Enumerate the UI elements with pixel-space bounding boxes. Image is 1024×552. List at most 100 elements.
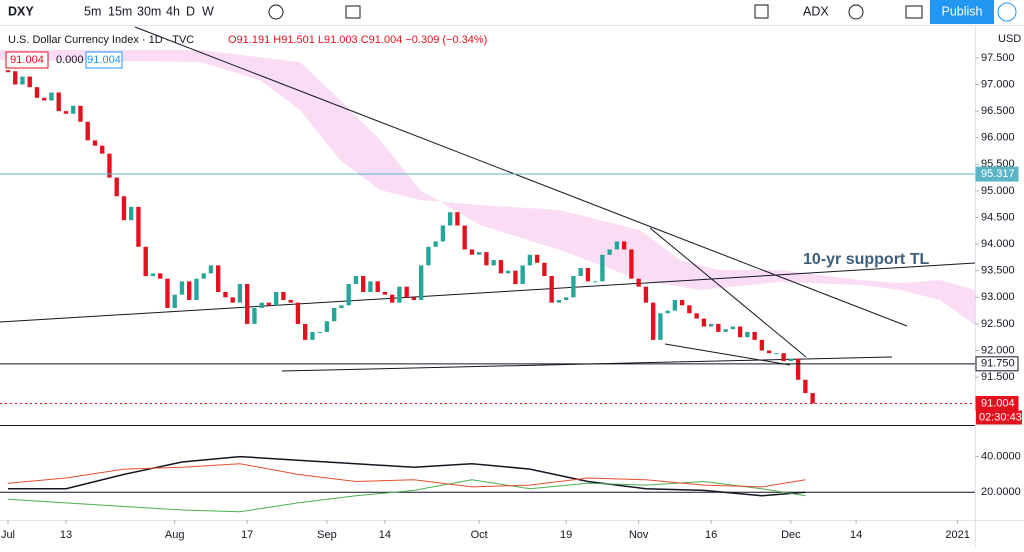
candle: [13, 71, 18, 85]
ichimoku-cloud: [0, 50, 975, 325]
candle: [774, 353, 779, 355]
interval[interactable]: 30m: [137, 4, 161, 18]
candle: [404, 286, 409, 298]
candle: [469, 249, 475, 255]
compare-icon[interactable]: [268, 4, 284, 20]
camera-icon[interactable]: [905, 5, 923, 19]
candle: [346, 284, 351, 306]
candle: [85, 121, 90, 141]
candle: [129, 206, 134, 221]
candle: [353, 276, 359, 285]
candle: [5, 70, 11, 73]
candle: [542, 262, 547, 277]
candle: [723, 329, 728, 332]
candle: [440, 225, 446, 242]
square-icon[interactable]: [754, 4, 769, 19]
candle: [382, 292, 388, 295]
candle: [295, 302, 301, 324]
candle: [49, 92, 54, 101]
candle: [324, 321, 330, 332]
candle: [63, 111, 69, 114]
candle: [201, 273, 206, 279]
currency: USD: [998, 33, 1021, 45]
candle: [107, 153, 112, 178]
y-tick-label: 92.000: [981, 344, 1015, 356]
x-tick-label: 14: [379, 529, 391, 541]
candle: [266, 302, 272, 306]
candle: [143, 246, 148, 277]
candle: [563, 297, 569, 300]
candle: [513, 270, 518, 285]
toolbar-bg: [0, 0, 1024, 25]
x-tick-label: 16: [705, 529, 717, 541]
candle: [252, 307, 257, 324]
price-label: 95.317: [981, 168, 1015, 180]
publish-button[interactable]: [930, 0, 994, 24]
candle: [172, 294, 177, 308]
play-button[interactable]: [997, 2, 1017, 22]
candle: [781, 353, 786, 362]
price-label-box: [975, 356, 1019, 372]
y-tick-label: 92.500: [981, 318, 1015, 330]
candle: [788, 358, 794, 362]
candle: [230, 297, 235, 303]
legend-value: 91.004: [10, 54, 44, 66]
settings-icon[interactable]: [848, 4, 864, 20]
candle: [795, 358, 801, 380]
interval[interactable]: 4h: [166, 4, 180, 18]
candle: [679, 299, 685, 306]
interval[interactable]: 5m: [84, 4, 101, 18]
y-tick-label: 20.0000: [981, 486, 1021, 498]
trend-line[interactable]: [134, 26, 908, 327]
publish-label[interactable]: Publish: [942, 4, 983, 18]
legend-box: [5, 51, 49, 69]
candle: [288, 299, 293, 303]
candle: [165, 278, 170, 308]
candle: [549, 276, 554, 303]
candle: [687, 305, 692, 314]
trend-line[interactable]: [664, 343, 791, 366]
candle: [194, 278, 199, 300]
candle: [136, 206, 141, 247]
candle: [607, 249, 612, 255]
y-tick-label: 40.0000: [981, 451, 1021, 463]
interval[interactable]: 15m: [108, 4, 132, 18]
candle: [237, 284, 243, 303]
candle: [505, 270, 511, 274]
candle: [56, 92, 61, 112]
candle: [708, 323, 714, 327]
candle: [303, 323, 308, 340]
candle: [672, 299, 678, 311]
x-tick-label: Aug: [165, 529, 185, 541]
candle: [223, 292, 228, 298]
candle: [730, 326, 736, 330]
candle: [498, 260, 504, 274]
candle: [737, 326, 743, 338]
x-tick-label: Nov: [629, 529, 649, 541]
y-tick-label: 96.500: [981, 105, 1015, 117]
candle: [534, 254, 540, 263]
ohlc-values: O91.191 H91.501 L91.003 C91.004 −0.309 (…: [228, 34, 487, 46]
candle: [158, 273, 163, 279]
candle: [245, 284, 250, 324]
candle: [317, 331, 322, 333]
candle: [571, 276, 576, 298]
x-tick-label: 14: [850, 529, 862, 541]
interval[interactable]: D: [186, 4, 195, 18]
interval[interactable]: W: [202, 4, 214, 18]
candle: [27, 76, 32, 88]
candle: [745, 331, 750, 338]
candle: [636, 278, 641, 287]
chart-type-icon[interactable]: [345, 5, 361, 19]
legend-box: [85, 51, 123, 69]
trend-line[interactable]: [0, 262, 976, 323]
trend-line[interactable]: [649, 227, 807, 358]
indicator-name[interactable]: ADX: [803, 4, 829, 18]
price-label: 91.004: [981, 397, 1015, 409]
indicator-line: [7, 479, 806, 513]
symbol[interactable]: DXY: [8, 4, 34, 18]
candle: [600, 254, 605, 282]
candle: [187, 281, 192, 300]
drawings: [0, 26, 976, 372]
